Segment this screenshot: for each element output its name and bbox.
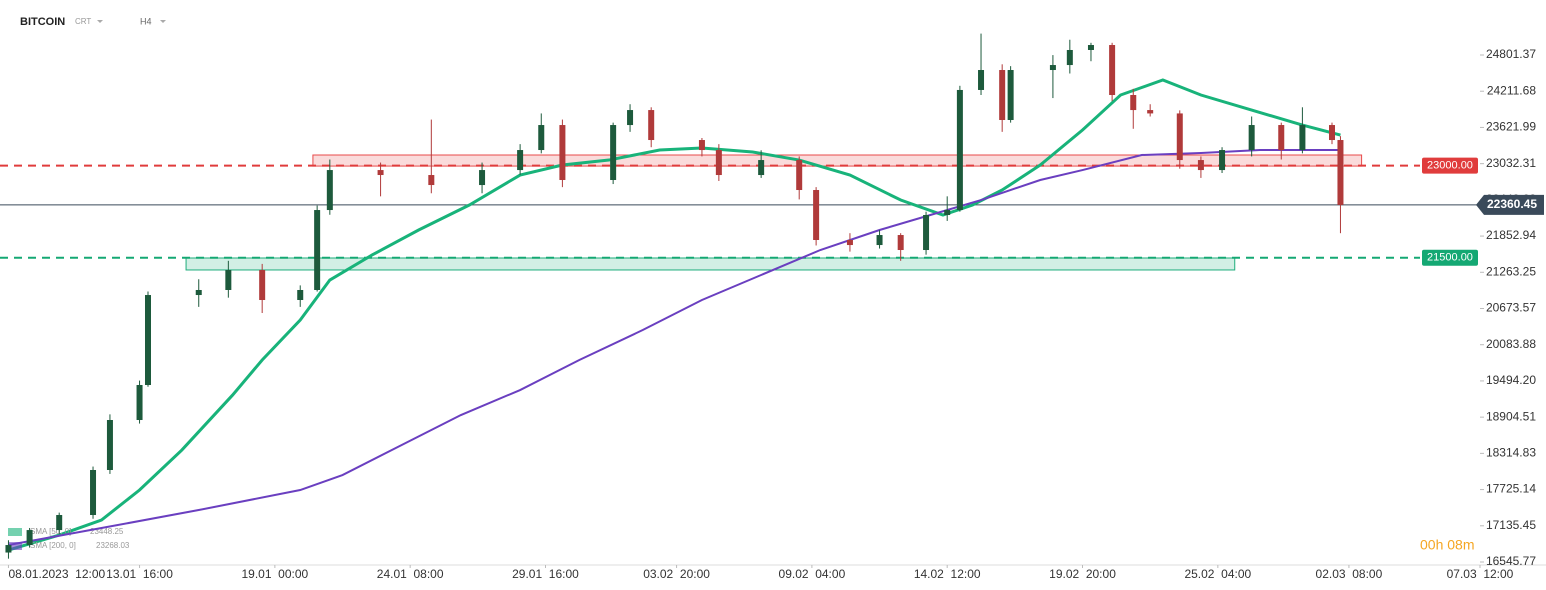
legend-swatch <box>8 542 22 550</box>
candle-body <box>136 384 143 421</box>
candle-body <box>796 160 803 191</box>
x-tick-label: 19.01 00:00 <box>241 567 308 581</box>
x-tick-label: 03.02 20:00 <box>643 567 710 581</box>
y-tick-label: 23032.31 <box>1486 156 1536 170</box>
candle-body <box>1278 125 1285 151</box>
x-tick-label: 08.01.2023 12:00 <box>8 567 105 581</box>
candle-body <box>377 170 384 176</box>
candle-body <box>1219 150 1226 171</box>
candle-body <box>715 150 722 176</box>
legend-name: SMA [200, 0] <box>30 541 76 550</box>
candle-body <box>225 270 232 290</box>
interval[interactable]: H4 <box>140 16 152 26</box>
candle-body <box>479 170 486 186</box>
y-tick-label: 18314.83 <box>1486 446 1536 460</box>
legend-value: 23448.25 <box>90 527 124 536</box>
y-tick-label: 21263.25 <box>1486 264 1536 278</box>
zone <box>312 154 1363 167</box>
candle-body <box>1087 45 1094 50</box>
candle-body <box>1049 65 1056 71</box>
candle-body <box>846 240 853 246</box>
candle-body <box>195 289 202 296</box>
y-tick-label: 18904.51 <box>1486 409 1536 423</box>
candle-body <box>106 420 113 470</box>
y-tick-label: 20083.88 <box>1486 337 1536 351</box>
candle-body <box>1299 125 1306 151</box>
candle-body <box>1066 49 1073 66</box>
candle-body <box>1197 160 1204 171</box>
candle-body <box>698 140 705 151</box>
y-tick-label: 17135.45 <box>1486 518 1536 532</box>
candle-body <box>813 190 820 241</box>
candle-body <box>90 469 97 516</box>
level-label: 23000.00 <box>1427 160 1473 172</box>
candle-body <box>428 175 435 186</box>
candle-body <box>1007 70 1014 121</box>
y-tick-label: 17725.14 <box>1486 482 1536 496</box>
candle-body <box>956 89 963 211</box>
legend-value: 23268.03 <box>96 541 130 550</box>
candle-body <box>944 210 951 216</box>
candle-body <box>1130 95 1137 111</box>
x-tick-label: 29.01 16:00 <box>512 567 579 581</box>
candle-body <box>1176 113 1183 161</box>
last-price-label: 22360.45 <box>1487 197 1537 211</box>
candle-body <box>999 70 1006 121</box>
x-tick-label: 19.02 20:00 <box>1049 567 1116 581</box>
candle-body <box>259 270 266 301</box>
level-badge <box>1422 249 1478 266</box>
candle-body <box>627 110 634 126</box>
x-tick-label: 07.03 12:00 <box>1447 567 1514 581</box>
candle-body <box>538 125 545 151</box>
candle-body <box>145 295 151 385</box>
level-badge <box>1422 157 1478 174</box>
candle-body <box>1329 125 1335 141</box>
x-tick-label: 24.01 08:00 <box>377 567 444 581</box>
level-label: 21500.00 <box>1427 252 1473 264</box>
dropdown-arrow[interactable] <box>97 20 103 23</box>
x-tick-label: 13.01 16:00 <box>106 567 173 581</box>
sma-line <box>8 78 1341 552</box>
legend-swatch <box>8 528 22 536</box>
symbol[interactable]: BITCOIN <box>20 16 65 28</box>
candle-body <box>5 545 12 553</box>
x-tick-label: 02.03 08:00 <box>1316 567 1383 581</box>
candle-body <box>758 160 765 176</box>
candle-body <box>326 170 333 211</box>
candle-body <box>1147 110 1154 114</box>
candle-body <box>1248 125 1255 151</box>
instrument-tag[interactable]: CRT <box>75 17 91 26</box>
y-tick-label: 16545.77 <box>1486 554 1536 568</box>
candle-body <box>1109 45 1116 96</box>
candle-body <box>1337 140 1344 205</box>
legend-name: SMA [50, 0] <box>30 527 71 536</box>
candle-body <box>297 289 304 301</box>
x-tick-label: 14.02 12:00 <box>914 567 981 581</box>
candle-body <box>559 125 566 181</box>
candle-body <box>610 125 617 181</box>
y-tick-label: 21852.94 <box>1486 228 1536 242</box>
x-tick-label: 25.02 04:00 <box>1184 567 1251 581</box>
zone <box>185 257 1236 271</box>
last-price-badge <box>1476 194 1544 215</box>
y-tick-label: 24801.37 <box>1486 47 1536 61</box>
candle-body <box>517 150 524 171</box>
candle-body <box>978 70 985 90</box>
y-tick-label: 23621.99 <box>1486 120 1536 134</box>
candle-body <box>26 530 33 546</box>
x-tick-label: 09.02 04:00 <box>779 567 846 581</box>
sma-line <box>8 149 1341 547</box>
candle-body <box>897 235 904 251</box>
candle-body <box>876 235 883 246</box>
candle-body <box>648 110 655 141</box>
candle-body <box>56 515 63 531</box>
y-tick-label: 19494.20 <box>1486 373 1536 387</box>
countdown: 00h 08m <box>1420 537 1474 553</box>
candle-body <box>923 215 930 251</box>
y-tick-label: 20673.57 <box>1486 301 1536 315</box>
candle-body <box>314 210 321 290</box>
y-tick-label: 24211.68 <box>1487 83 1536 97</box>
dropdown-arrow[interactable] <box>160 20 166 23</box>
